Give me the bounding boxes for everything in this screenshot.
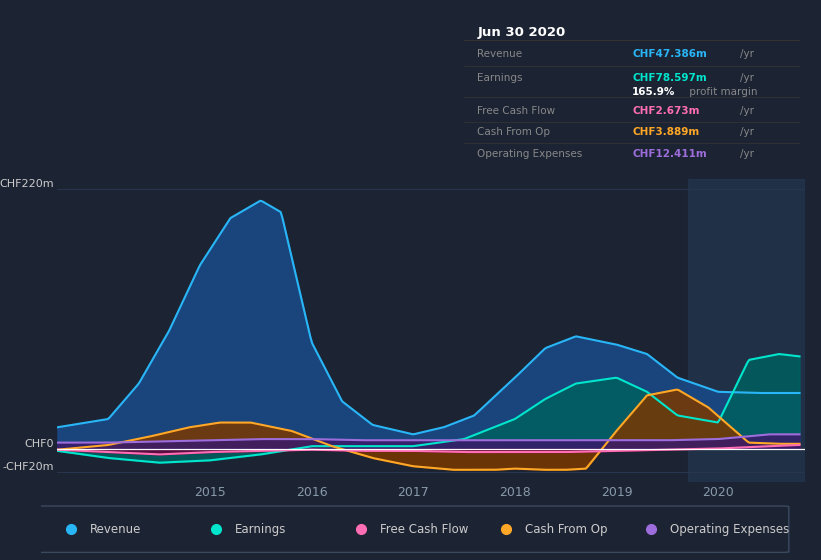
- Text: CHF2.673m: CHF2.673m: [632, 106, 699, 115]
- Text: /yr: /yr: [740, 149, 754, 158]
- Text: Operating Expenses: Operating Expenses: [670, 522, 790, 536]
- Text: /yr: /yr: [740, 49, 754, 59]
- Text: Operating Expenses: Operating Expenses: [477, 149, 583, 158]
- Text: CHF47.386m: CHF47.386m: [632, 49, 707, 59]
- Text: Free Cash Flow: Free Cash Flow: [477, 106, 556, 115]
- Text: Earnings: Earnings: [477, 72, 523, 82]
- Text: Jun 30 2020: Jun 30 2020: [477, 26, 566, 39]
- Text: Earnings: Earnings: [235, 522, 287, 536]
- Text: CHF220m: CHF220m: [0, 179, 53, 189]
- Text: CHF0: CHF0: [25, 438, 53, 449]
- Text: /yr: /yr: [740, 127, 754, 137]
- Text: Free Cash Flow: Free Cash Flow: [380, 522, 469, 536]
- Text: Revenue: Revenue: [90, 522, 141, 536]
- Text: CHF12.411m: CHF12.411m: [632, 149, 707, 158]
- Text: profit margin: profit margin: [686, 87, 758, 97]
- Text: /yr: /yr: [740, 72, 754, 82]
- Text: CHF3.889m: CHF3.889m: [632, 127, 699, 137]
- Text: Cash From Op: Cash From Op: [477, 127, 550, 137]
- Text: CHF78.597m: CHF78.597m: [632, 72, 707, 82]
- Text: /yr: /yr: [740, 106, 754, 115]
- Bar: [688, 179, 805, 482]
- Text: Cash From Op: Cash From Op: [525, 522, 608, 536]
- Text: Revenue: Revenue: [477, 49, 522, 59]
- Text: 165.9%: 165.9%: [632, 87, 676, 97]
- Text: -CHF20m: -CHF20m: [2, 462, 53, 472]
